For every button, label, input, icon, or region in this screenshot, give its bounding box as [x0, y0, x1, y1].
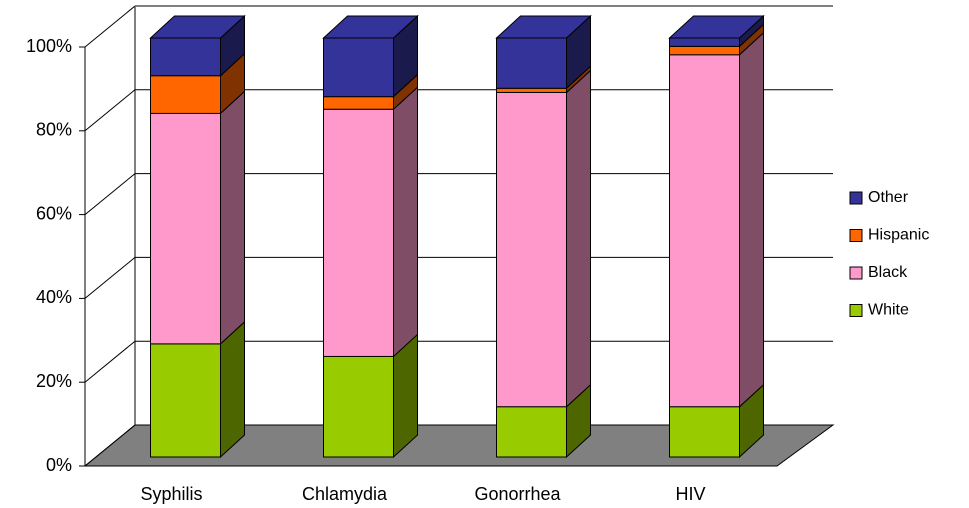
legend-swatch — [849, 304, 863, 317]
legend-label: Other — [868, 189, 909, 206]
bar — [150, 343, 221, 458]
bar-side — [393, 86, 418, 358]
bar-side — [739, 31, 764, 408]
plot-area — [84, 7, 136, 466]
y-tick-label: 20% — [36, 371, 72, 391]
x-tick-label: Chlamydia — [302, 484, 388, 504]
x-tick-label: Gonorrhea — [474, 484, 561, 504]
grid-line — [84, 424, 136, 467]
y-tick-label: 40% — [36, 287, 72, 307]
grid-line — [84, 173, 136, 215]
x-tick-label: HIV — [675, 484, 705, 504]
bar — [150, 37, 221, 77]
bar — [323, 96, 394, 110]
bar — [496, 406, 567, 458]
bar-top — [322, 15, 419, 39]
grid-line — [84, 89, 136, 132]
legend-swatch — [849, 191, 863, 205]
bar — [323, 37, 394, 98]
bar — [150, 75, 221, 114]
y-tick-label: 60% — [36, 203, 72, 223]
legend-label: Hispanic — [868, 227, 929, 244]
bar — [669, 45, 740, 56]
grid-line — [84, 5, 136, 48]
legend-label: White — [868, 302, 909, 319]
y-tick-label: 80% — [36, 120, 72, 140]
bar — [669, 37, 740, 47]
y-tick-label: 0% — [46, 455, 72, 475]
bar — [496, 87, 567, 93]
legend-swatch — [849, 266, 863, 280]
bar — [496, 91, 567, 408]
bar-top — [495, 15, 592, 39]
bar-side — [566, 69, 591, 408]
bar-side — [220, 320, 245, 459]
x-tick-label: Syphilis — [140, 484, 202, 504]
bar — [323, 108, 394, 357]
y-tick-label: 100% — [26, 36, 72, 56]
bar-top — [149, 15, 246, 39]
legend-label: Black — [868, 264, 908, 281]
bar-side — [220, 90, 245, 346]
bar — [150, 112, 221, 345]
bar — [323, 355, 394, 458]
bar — [669, 54, 740, 408]
legend-swatch — [849, 229, 863, 242]
bar — [496, 37, 567, 89]
grid-line — [84, 257, 136, 299]
bar-top — [668, 15, 765, 39]
grid-line — [84, 340, 136, 383]
bar — [669, 406, 740, 458]
